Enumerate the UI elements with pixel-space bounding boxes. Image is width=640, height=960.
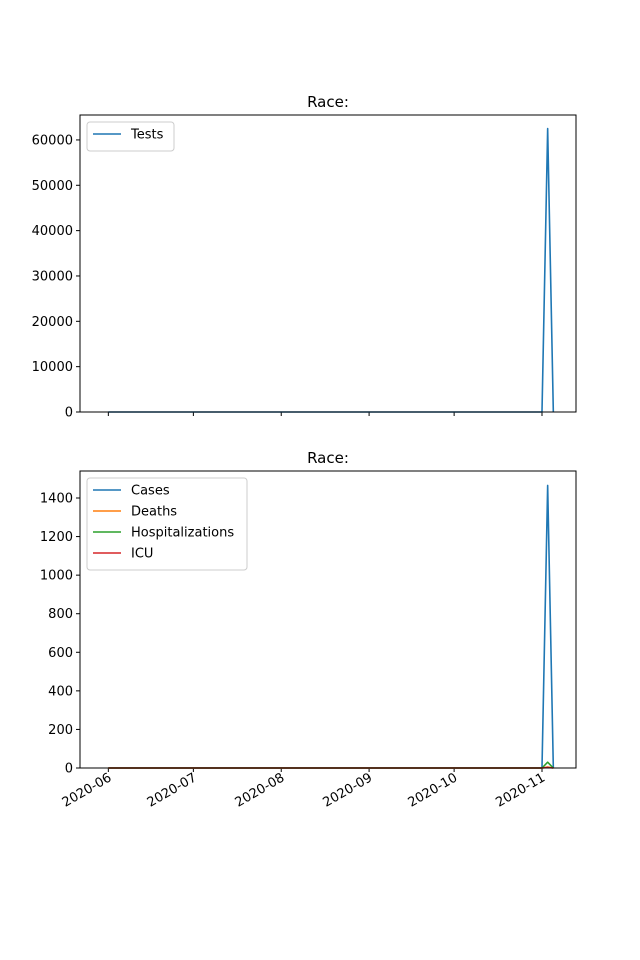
y-tick-label: 1400 [40,492,73,507]
legend-label: ICU [131,547,153,562]
y-tick-label: 10000 [32,360,73,375]
series-line-hospitalizations [108,761,554,769]
y-tick-label: 20000 [32,315,73,330]
chart-title: Race: [307,449,349,467]
y-tick-label: 600 [48,646,73,661]
y-tick-label: 1000 [40,569,73,584]
legend: Cases Deaths Hospitalizations ICU [86,477,248,571]
y-tick-label: 800 [48,607,73,622]
y-tick-label: 200 [48,723,73,738]
series-line-tests [108,127,555,413]
x-tick-label: 2020-07 [145,770,200,810]
y-tick-label: 1200 [40,530,73,545]
plot-frame [79,114,577,413]
legend-label: Tests [130,128,164,143]
y-tick-label: 0 [65,762,73,777]
y-tick-label: 30000 [32,269,73,284]
chart-title: Race: [307,93,349,111]
legend-box [86,121,175,152]
x-tick-label: 2020-08 [233,770,288,810]
y-tick-label: 60000 [32,133,73,148]
chart-panel-1: Race: 0 10000 20000 30000 40000 50000 60000 Test… [32,93,577,421]
legend-label: Cases [131,484,170,499]
plot-frame [79,470,577,769]
y-tick-label: 0 [65,406,73,421]
y-tick-label: 400 [48,684,73,699]
x-tick-label: 2020-10 [406,770,461,810]
x-tick-label: 2020-09 [321,770,376,810]
legend: Tests [86,121,175,152]
x-tick-label: 2020-11 [493,770,548,810]
legend-label: Hospitalizations [131,526,234,541]
legend-label: Deaths [131,505,177,520]
y-tick-label: 40000 [32,224,73,239]
legend-box [86,477,248,571]
y-tick-label: 50000 [32,179,73,194]
